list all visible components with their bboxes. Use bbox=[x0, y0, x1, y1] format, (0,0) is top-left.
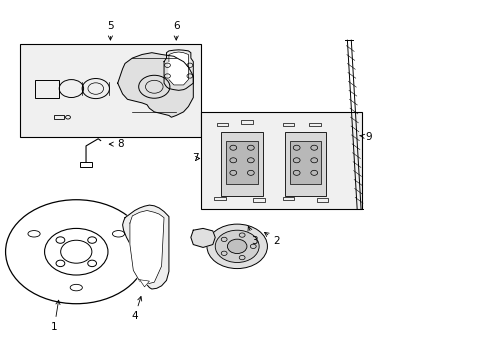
Polygon shape bbox=[190, 228, 215, 247]
Bar bbox=[221, 132, 262, 196]
Text: 6: 6 bbox=[173, 21, 179, 40]
Bar bbox=[35, 80, 59, 98]
Bar bbox=[282, 123, 294, 126]
Bar bbox=[253, 198, 264, 202]
Text: 5: 5 bbox=[107, 21, 114, 40]
Bar bbox=[241, 120, 252, 124]
Polygon shape bbox=[140, 280, 149, 287]
Circle shape bbox=[206, 224, 267, 269]
Polygon shape bbox=[168, 52, 188, 85]
Text: 7: 7 bbox=[192, 153, 199, 163]
Bar bbox=[226, 140, 257, 184]
Bar bbox=[54, 115, 64, 120]
Text: 9: 9 bbox=[359, 132, 371, 142]
Polygon shape bbox=[130, 211, 163, 284]
Polygon shape bbox=[118, 53, 193, 117]
Bar bbox=[309, 123, 321, 126]
Bar bbox=[20, 44, 200, 137]
Bar bbox=[289, 140, 321, 184]
Circle shape bbox=[215, 230, 259, 262]
Bar bbox=[282, 197, 294, 201]
Circle shape bbox=[227, 239, 246, 253]
Bar bbox=[216, 123, 228, 126]
Text: 8: 8 bbox=[109, 139, 123, 149]
Bar bbox=[284, 132, 325, 196]
Bar bbox=[214, 197, 225, 201]
Text: 2: 2 bbox=[264, 233, 279, 246]
Text: 1: 1 bbox=[51, 300, 60, 332]
Text: 3: 3 bbox=[247, 226, 257, 246]
Polygon shape bbox=[163, 50, 193, 90]
Polygon shape bbox=[122, 205, 168, 289]
Bar bbox=[316, 198, 328, 202]
Text: 4: 4 bbox=[131, 297, 142, 321]
Bar bbox=[200, 112, 361, 209]
Bar bbox=[80, 162, 92, 167]
